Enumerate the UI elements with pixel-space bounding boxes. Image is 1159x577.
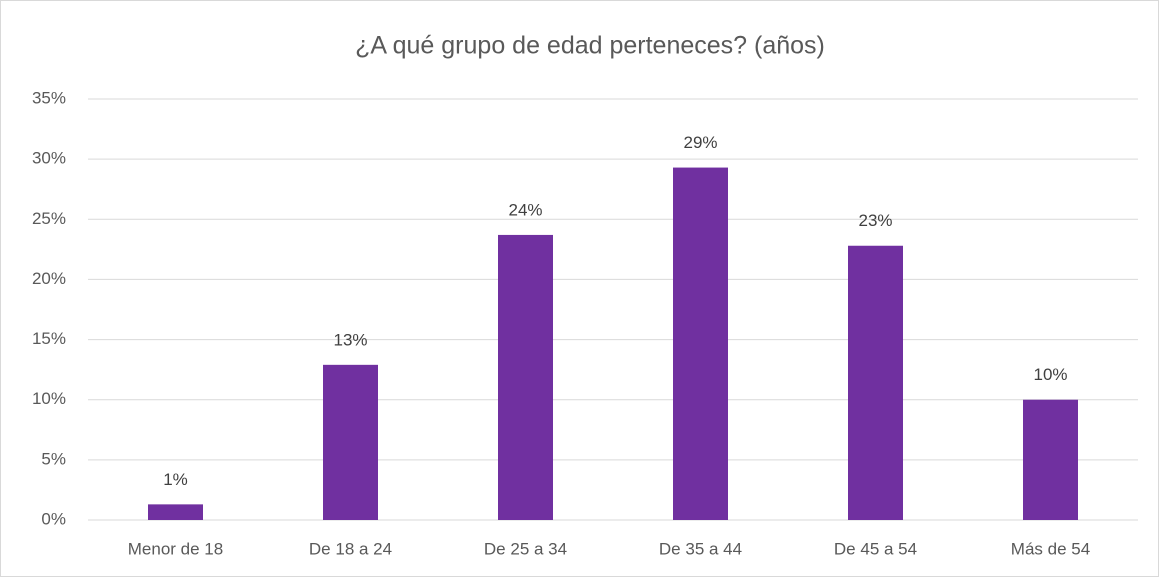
x-tick-label: De 18 a 24 <box>309 539 392 558</box>
y-tick-label: 35% <box>32 88 66 107</box>
y-tick-label: 10% <box>32 389 66 408</box>
data-label: 29% <box>683 133 717 152</box>
y-tick-label: 25% <box>32 209 66 228</box>
data-label: 10% <box>1033 365 1067 384</box>
bar <box>148 504 203 520</box>
bar <box>673 167 728 520</box>
data-label: 24% <box>508 200 542 219</box>
y-tick-label: 0% <box>41 509 66 528</box>
x-tick-label: Más de 54 <box>1011 539 1090 558</box>
data-label: 1% <box>163 470 188 489</box>
x-tick-label: De 35 a 44 <box>659 539 742 558</box>
bar <box>1023 399 1078 520</box>
y-tick-label: 5% <box>41 449 66 468</box>
x-tick-label: Menor de 18 <box>128 539 223 558</box>
data-label: 13% <box>333 330 367 349</box>
y-tick-label: 15% <box>32 329 66 348</box>
bar <box>848 245 903 520</box>
y-tick-label: 30% <box>32 149 66 168</box>
bar <box>323 364 378 520</box>
y-tick-label: 20% <box>32 269 66 288</box>
x-tick-label: De 45 a 54 <box>834 539 917 558</box>
bar <box>498 234 553 520</box>
x-tick-label: De 25 a 34 <box>484 539 567 558</box>
chart-title: ¿A qué grupo de edad perteneces? (años) <box>355 32 825 60</box>
data-label: 23% <box>858 211 892 230</box>
